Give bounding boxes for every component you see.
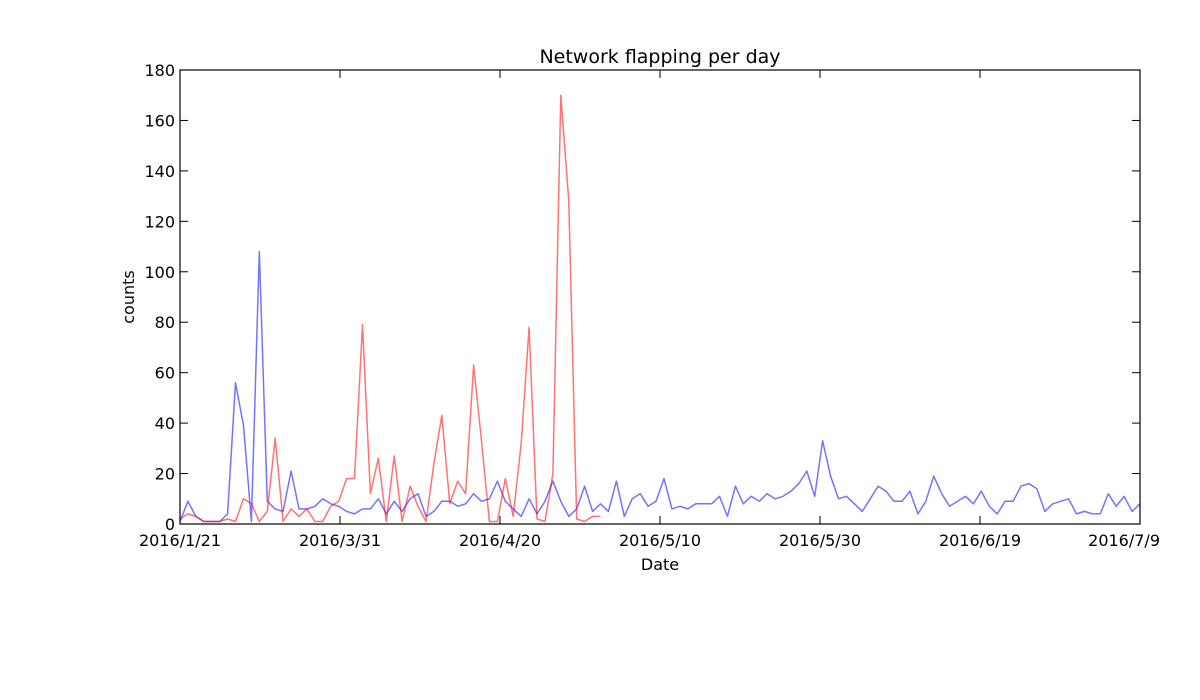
plot-frame [179, 69, 1141, 525]
series-line-1 [179, 250, 1141, 523]
x-tick-label: 2016/5/30 [779, 531, 861, 550]
x-tick-label: 2016/6/19 [939, 531, 1021, 550]
y-tick-label: 160 [144, 111, 175, 130]
y-tick-label: 180 [144, 61, 175, 80]
y-axis-label: counts [119, 270, 138, 323]
x-tick-label: 2016/7/9 [1088, 531, 1160, 550]
x-axis-label: Date [641, 555, 679, 574]
ticks-layer: 0 20 40 60 80 100 120 140 160 180 2016/1/21 2016/3/… [139, 61, 1160, 550]
series-layer [179, 94, 1141, 523]
x-tick-label: 2016/1/21 [139, 531, 221, 550]
y-tick-label: 20 [155, 465, 175, 484]
y-tick-label: 80 [155, 313, 175, 332]
y-tick-label: 120 [144, 212, 175, 231]
y-tick-label: 100 [144, 263, 175, 282]
y-tick-label: 60 [155, 364, 175, 383]
y-tick-label: 0 [165, 515, 175, 534]
series-line-2 [179, 94, 601, 523]
y-tick-label: 40 [155, 414, 175, 433]
x-tick-label: 2016/4/20 [459, 531, 541, 550]
x-tick-label: 2016/3/31 [299, 531, 381, 550]
chart-title: Network flapping per day [539, 46, 780, 68]
y-tick-label: 140 [144, 162, 175, 181]
x-tick-label: 2016/5/10 [619, 531, 701, 550]
